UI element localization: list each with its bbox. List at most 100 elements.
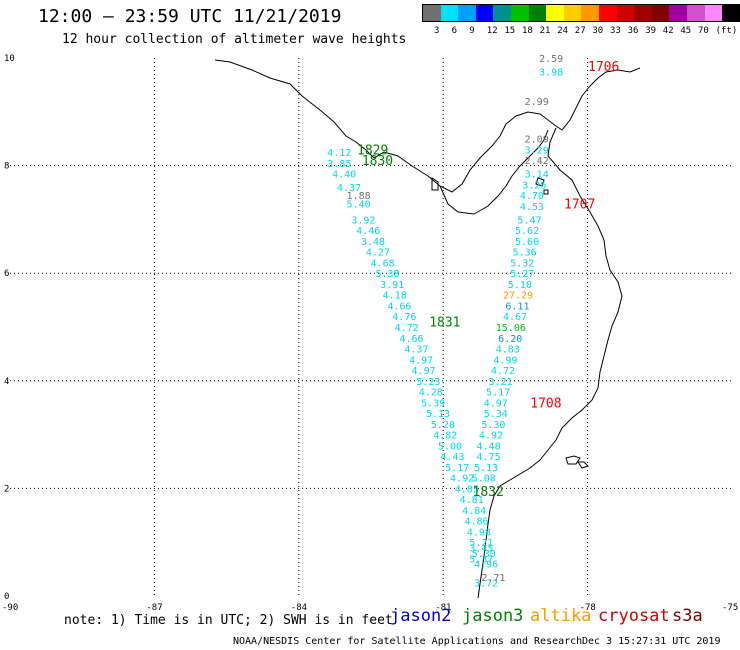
- y-tick-label: 4: [4, 377, 9, 387]
- wave-height-value: 4.40: [332, 170, 356, 181]
- legend-swatch: [563, 5, 582, 21]
- wave-height-value: 4.46: [356, 226, 380, 237]
- wave-height-value: 4.97: [412, 366, 436, 377]
- wave-height-value: 4.86: [464, 517, 488, 528]
- map-subtitle: 12 hour collection of altimeter wave hei…: [62, 32, 407, 47]
- pearl-islands: [535, 177, 549, 195]
- wave-height-value: 27.29: [503, 291, 533, 302]
- wave-height-value: 5.38: [375, 269, 399, 280]
- wave-height-value: 3.29: [525, 145, 549, 156]
- wave-height-value: 5.10: [508, 280, 532, 291]
- wave-height-value: 2.99: [525, 97, 549, 108]
- legend-swatch: [651, 5, 670, 21]
- wave-height-value: 4.85: [455, 484, 479, 495]
- legend-swatch: [528, 5, 547, 21]
- wave-height-value: 4.97: [409, 355, 433, 366]
- wave-height-value: 3.91: [380, 280, 404, 291]
- legend-swatch: [686, 5, 705, 21]
- pass-time-label: 1707: [564, 197, 595, 212]
- wave-height-value: 4.68: [371, 258, 395, 269]
- footnote: note: 1) Time is in UTC; 2) SWH is in fe…: [64, 613, 393, 628]
- legend-swatch: [546, 5, 564, 21]
- wave-height-value: 4.96: [474, 560, 498, 571]
- legend-swatches: [422, 4, 740, 22]
- legend-swatch: [616, 5, 635, 21]
- legend-label: 12: [486, 26, 498, 36]
- gulf-of-panama: [439, 129, 549, 215]
- wave-height-value: 5.27: [510, 269, 534, 280]
- wave-height-value: 6.11: [505, 301, 529, 312]
- wave-height-value: 5.00: [438, 441, 462, 452]
- wave-height-value: 5.40: [347, 199, 371, 210]
- legend-swatch: [581, 5, 599, 21]
- wave-height-value: 4.70: [520, 191, 544, 202]
- wave-height-value: 5.20: [431, 420, 455, 431]
- legend-label: 27: [574, 26, 586, 36]
- wave-height-value: 4.82: [433, 431, 457, 442]
- x-tick-label: -90: [2, 603, 18, 613]
- y-tick-label: 2: [4, 484, 9, 494]
- wave-height-value: 2.09: [525, 135, 549, 146]
- legend-label: 9: [469, 26, 475, 36]
- wave-height-value: 5.13: [426, 409, 450, 420]
- x-tick-label: -78: [580, 603, 596, 613]
- satellite-altika: altika: [530, 606, 592, 626]
- wave-height-value: 4.18: [383, 291, 407, 302]
- wave-height-value: 4.92: [479, 431, 503, 442]
- wave-height-value: 1.88: [347, 191, 371, 202]
- legend-label: 24: [557, 26, 569, 36]
- wave-height-value: 4.66: [387, 301, 411, 312]
- y-tick-label: 0: [4, 592, 9, 602]
- wave-height-value: 5.60: [515, 237, 539, 248]
- wave-height-value: 4.27: [366, 248, 390, 259]
- wave-height-value: 4.37: [337, 183, 361, 194]
- legend-swatch: [458, 5, 476, 21]
- legend-label: 6: [451, 26, 458, 36]
- legend-label: 18: [522, 26, 533, 36]
- legend-label: 42: [662, 26, 674, 36]
- wave-height-value: 4.72: [491, 366, 515, 377]
- satellite-cryosat: cryosat: [598, 606, 670, 626]
- x-tick-label: -84: [291, 603, 307, 613]
- colombia-coast-islands: [565, 455, 589, 469]
- x-tick-label: -81: [435, 603, 451, 613]
- wave-height-value: 5.30: [472, 549, 496, 560]
- wave-height-value: 6.20: [498, 334, 522, 345]
- wave-height-value: 5.62: [515, 226, 539, 237]
- grid-lines: [10, 58, 732, 596]
- wave-height-value: 3.85: [327, 159, 351, 170]
- wave-height-value: 5.37: [469, 554, 493, 565]
- legend-swatch: [634, 5, 652, 21]
- wave-height-value: 2.59: [539, 54, 563, 65]
- wave-height-value: 5.34: [484, 409, 508, 420]
- legend-label: 33: [610, 26, 621, 36]
- wave-height-value: 4.53: [520, 202, 544, 213]
- wave-height-value: 3.45: [469, 544, 493, 555]
- legend-label: 21: [539, 26, 551, 36]
- wave-height-value: 3.98: [539, 67, 563, 78]
- legend-swatch: [598, 5, 617, 21]
- wave-height-value: 5.47: [517, 215, 541, 226]
- coiba-island: [431, 177, 439, 191]
- y-tick-label: 8: [4, 162, 9, 172]
- legend-swatch: [475, 5, 494, 21]
- pass-time-label: 1708: [530, 396, 561, 411]
- legend-label: 30: [592, 26, 604, 36]
- wave-height-value: 5.21: [469, 538, 493, 549]
- pass-time-label: 1706: [588, 60, 619, 75]
- wave-height-value: 5.23: [416, 377, 440, 388]
- coastline-colombia: [477, 127, 623, 599]
- wave-height-value: 3.48: [361, 237, 385, 248]
- wave-height-value: 4.37: [404, 345, 428, 356]
- pass-time-label: 1829: [357, 143, 388, 158]
- wave-height-value: 4.98: [467, 527, 491, 538]
- wave-height-value: 4.99: [493, 355, 517, 366]
- wave-height-value: 4.66: [400, 334, 424, 345]
- wave-height-value: 5.36: [513, 248, 537, 259]
- wave-height-value: 4.72: [395, 323, 419, 334]
- legend-swatch: [704, 5, 723, 21]
- y-tick-label: 10: [4, 54, 15, 64]
- wave-height-value: 3.14: [525, 170, 549, 181]
- satellite-jason2: jason2: [390, 606, 452, 626]
- wave-height-value: 4.84: [462, 506, 486, 517]
